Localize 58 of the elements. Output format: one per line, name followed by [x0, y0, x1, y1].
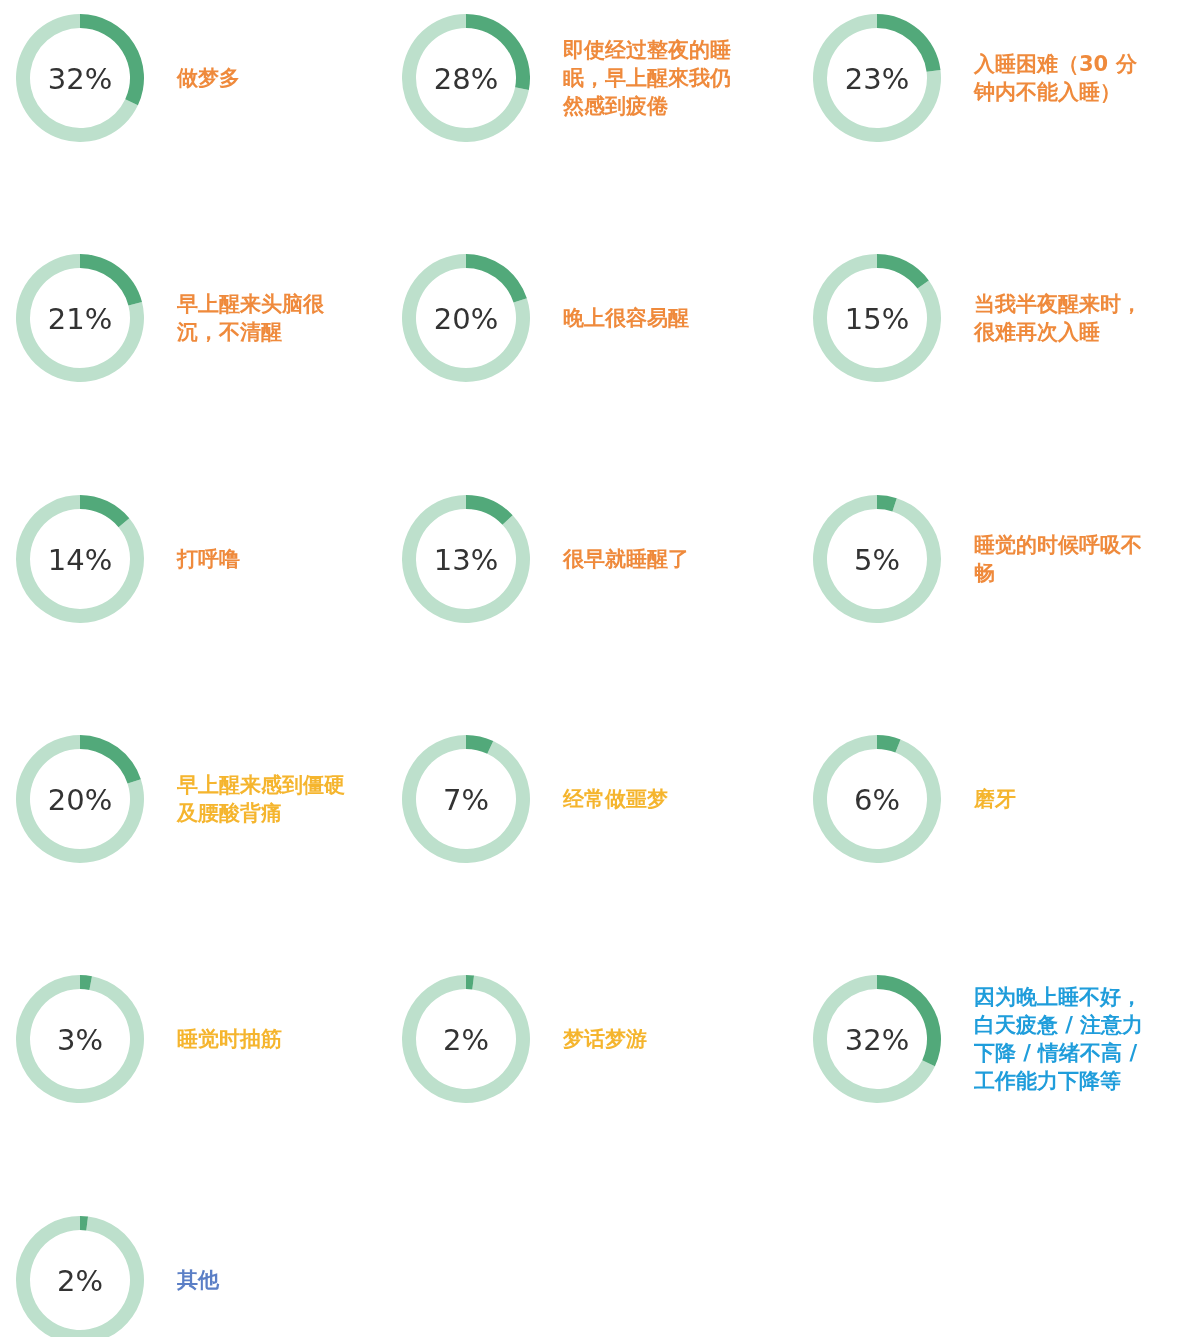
donut-slice	[16, 975, 144, 1103]
donut-slice	[80, 975, 92, 990]
text: 21%	[47, 302, 113, 336]
donut-slice	[813, 14, 941, 142]
text: 32%	[47, 62, 113, 96]
text: 20%	[47, 783, 113, 817]
text: 磨牙	[974, 786, 1017, 813]
text: 做梦多	[177, 65, 241, 92]
text: 7%	[442, 783, 490, 817]
donut-slice	[813, 495, 941, 623]
donut-slice	[16, 495, 144, 623]
donut-slice	[466, 495, 513, 525]
text: 32%	[844, 1023, 910, 1057]
donut-slice	[813, 735, 941, 863]
donut-slice	[402, 14, 529, 142]
text: 13%	[433, 543, 499, 577]
text: 14%	[47, 543, 113, 577]
text: 即使经过整夜的睡眠，早上醒來我仍然感到疲倦	[563, 37, 732, 120]
donut-slice	[466, 735, 494, 754]
donut-slice	[80, 254, 142, 306]
text: 晚上很容易醒	[563, 305, 690, 332]
donut-slice	[80, 735, 141, 784]
text: 睡觉的时候呼吸不畅	[974, 532, 1143, 587]
text: 入睡困难（30 分钟内不能入睡）	[974, 51, 1138, 106]
donut-slice	[466, 254, 527, 303]
donut-slice	[80, 495, 130, 528]
text: 6%	[853, 783, 901, 817]
donut-slice	[16, 14, 138, 142]
text: 很早就睡醒了	[563, 546, 690, 573]
text: 5%	[853, 543, 901, 577]
text: 打呼噜	[177, 546, 241, 573]
text: 早上醒来感到僵硬及腰酸背痛	[177, 772, 346, 827]
donut-slice	[813, 975, 935, 1103]
text: 睡觉时抽筋	[177, 1026, 283, 1053]
text: 15%	[844, 302, 910, 336]
donut-slice	[877, 254, 929, 289]
text: 早上醒来头脑很沉，不清醒	[177, 291, 325, 346]
donut-slice	[16, 735, 144, 863]
donut-slice	[402, 735, 530, 863]
text: 当我半夜醒来时，很难再次入睡	[974, 291, 1143, 346]
text: 23%	[844, 62, 910, 96]
text: 3%	[56, 1023, 104, 1057]
text: 28%	[433, 62, 499, 96]
donut-slice	[813, 254, 941, 382]
donut-slice	[402, 975, 530, 1103]
donut-slice	[877, 735, 901, 753]
donut-slice	[16, 254, 144, 382]
text: 因为晚上睡不好，白天疲惫 / 注意力下降 / 情绪不高 / 工作能力下降等	[974, 984, 1145, 1095]
donut-slice	[402, 254, 530, 382]
text: 其他	[177, 1267, 220, 1294]
text: 梦话梦游	[563, 1026, 648, 1053]
donut-slice	[402, 495, 530, 623]
text: 2%	[56, 1264, 104, 1298]
text: 20%	[433, 302, 499, 336]
text: 经常做噩梦	[563, 786, 669, 813]
donut-slice	[877, 495, 897, 512]
text: 2%	[442, 1023, 490, 1057]
donut-slice	[466, 975, 475, 990]
